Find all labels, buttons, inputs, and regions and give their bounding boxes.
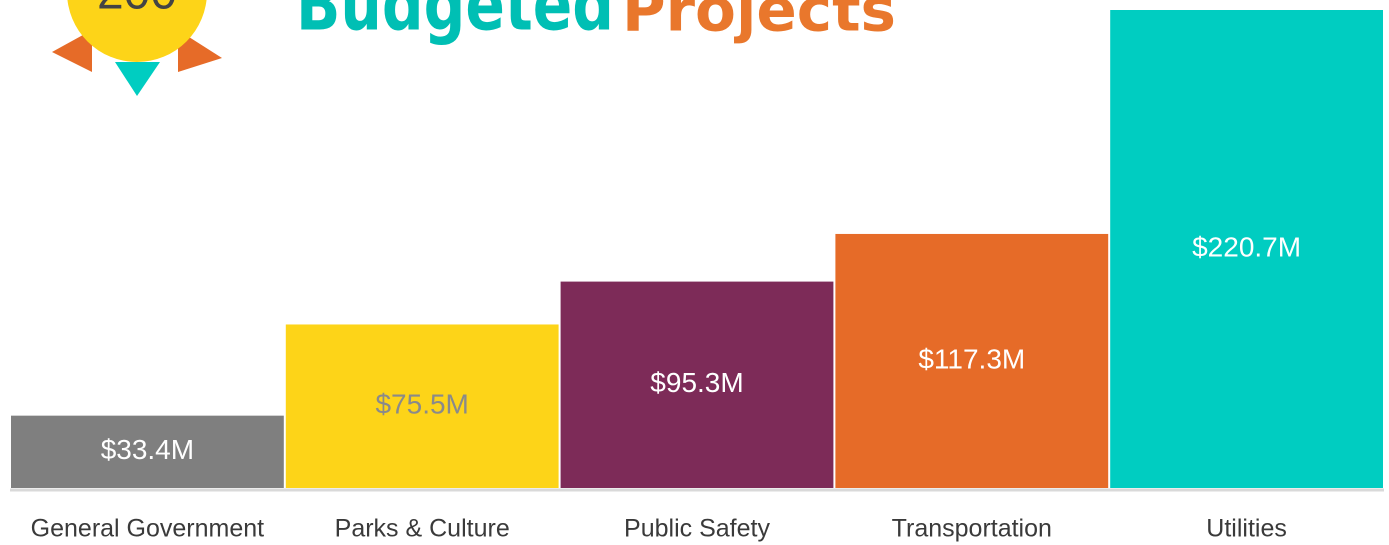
bar bbox=[1110, 10, 1383, 488]
chart-title: Budgeted bbox=[296, 0, 614, 47]
bar bbox=[835, 233, 1109, 488]
value-label: $75.5M bbox=[375, 389, 468, 420]
value-label: $95.3M bbox=[650, 367, 743, 398]
sun-ray bbox=[115, 62, 160, 96]
value-label: $33.4M bbox=[101, 434, 194, 465]
x-tick-label: General Government bbox=[31, 515, 265, 543]
x-tick-label: Parks & Culture bbox=[335, 515, 510, 543]
value-label: $117.3M bbox=[918, 343, 1025, 374]
logo-text: 200 bbox=[97, 0, 177, 20]
value-label: $220.7M bbox=[1192, 231, 1301, 262]
x-tick-label: Utilities bbox=[1206, 515, 1287, 543]
sun-ray bbox=[52, 30, 92, 72]
sun bbox=[67, 0, 207, 62]
bar bbox=[285, 324, 559, 488]
sun-ray bbox=[178, 30, 222, 72]
bar bbox=[11, 415, 284, 488]
x-tick-label: Public Safety bbox=[624, 515, 770, 543]
logo: 200 bbox=[52, 0, 222, 96]
x-tick-label: Transportation bbox=[892, 515, 1052, 543]
bar bbox=[560, 281, 834, 488]
chart-subtitle: Projects bbox=[622, 0, 896, 46]
